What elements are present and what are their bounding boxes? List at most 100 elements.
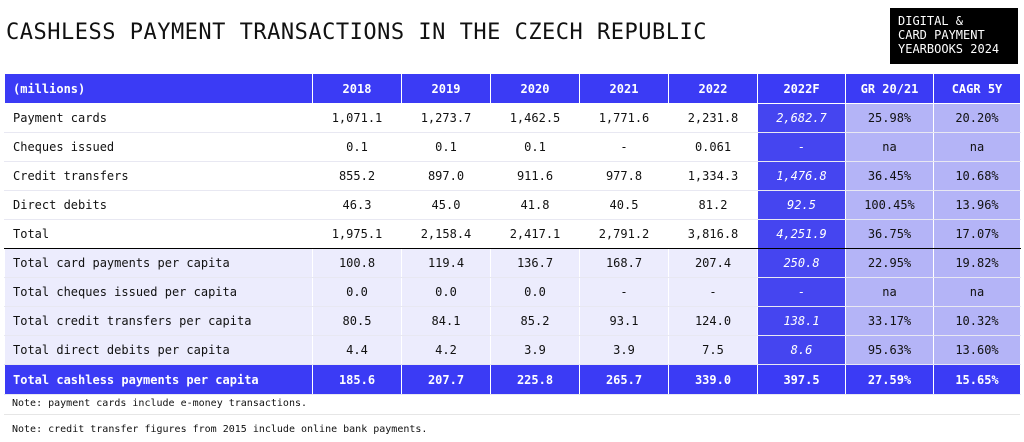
table-cell: 0.0 xyxy=(312,277,402,307)
table-cell: 17.07% xyxy=(933,219,1021,249)
row-label: Total cashless payments per capita xyxy=(4,364,313,395)
table-cell: 13.96% xyxy=(933,190,1021,220)
table-cell: 95.63% xyxy=(845,335,934,365)
page-title: CASHLESS PAYMENT TRANSACTIONS IN THE CZE… xyxy=(6,20,708,45)
table-cell: 397.5 xyxy=(757,364,846,395)
table-cell: 10.68% xyxy=(933,161,1021,191)
table-cell: 0.1 xyxy=(490,132,580,162)
table-cell: 124.0 xyxy=(668,306,758,336)
table-cell: 250.8 xyxy=(757,248,846,278)
table-cell: 3.9 xyxy=(579,335,669,365)
table-row: Credit transfers 855.2 897.0 911.6 977.8 1,33… xyxy=(4,161,1021,191)
table-cell: - xyxy=(757,132,846,162)
row-label: Total direct debits per capita xyxy=(4,335,313,365)
table-row: Total cashless payments per capita 185.6 2… xyxy=(4,364,1021,395)
table-cell: na xyxy=(845,132,934,162)
table-cell: 0.1 xyxy=(401,132,491,162)
header-gr: GR 20/21 xyxy=(845,73,934,104)
table-row: Total direct debits per capita 4.4 4.2 3.9 3… xyxy=(4,335,1021,365)
table-cell: 855.2 xyxy=(312,161,402,191)
transactions-table: (millions) 2018 2019 2020 2021 2022 2022… xyxy=(4,73,1021,395)
table-cell: - xyxy=(757,277,846,307)
table-cell: 911.6 xyxy=(490,161,580,191)
divider xyxy=(4,414,1020,415)
table-cell: 3,816.8 xyxy=(668,219,758,249)
header-2021: 2021 xyxy=(579,73,669,104)
table-cell: 136.7 xyxy=(490,248,580,278)
row-label: Total card payments per capita xyxy=(4,248,313,278)
table-cell: 1,462.5 xyxy=(490,103,580,133)
table-cell: 1,273.7 xyxy=(401,103,491,133)
table-cell: 2,417.1 xyxy=(490,219,580,249)
table-cell: 1,334.3 xyxy=(668,161,758,191)
table-cell: 4.4 xyxy=(312,335,402,365)
table-cell: na xyxy=(933,277,1021,307)
table-cell: 25.98% xyxy=(845,103,934,133)
table-cell: 4,251.9 xyxy=(757,219,846,249)
header-2018: 2018 xyxy=(312,73,402,104)
table-cell: 339.0 xyxy=(668,364,758,395)
table-cell: 0.0 xyxy=(401,277,491,307)
table-cell: 85.2 xyxy=(490,306,580,336)
table-cell: 225.8 xyxy=(490,364,580,395)
table-cell: 27.59% xyxy=(845,364,934,395)
table-cell: 13.60% xyxy=(933,335,1021,365)
table-cell: 100.45% xyxy=(845,190,934,220)
table-row: Payment cards 1,071.1 1,273.7 1,462.5 1,771.… xyxy=(4,103,1021,133)
header-2022: 2022 xyxy=(668,73,758,104)
table-cell: 15.65% xyxy=(933,364,1021,395)
row-label: Direct debits xyxy=(4,190,313,220)
table-cell: na xyxy=(845,277,934,307)
table-cell: 1,771.6 xyxy=(579,103,669,133)
table-cell: 4.2 xyxy=(401,335,491,365)
note-credit-transfers: Note: credit transfer figures from 2015 … xyxy=(12,424,428,435)
table-cell: 0.1 xyxy=(312,132,402,162)
table-cell: 81.2 xyxy=(668,190,758,220)
table-cell: 185.6 xyxy=(312,364,402,395)
table-cell: 3.9 xyxy=(490,335,580,365)
table-cell: 10.32% xyxy=(933,306,1021,336)
table-cell: 7.5 xyxy=(668,335,758,365)
table-cell: 0.061 xyxy=(668,132,758,162)
table-cell: - xyxy=(579,132,669,162)
row-label: Payment cards xyxy=(4,103,313,133)
header-row: (millions) 2018 2019 2020 2021 2022 2022… xyxy=(4,73,1021,104)
table-row: Cheques issued 0.1 0.1 0.1-0.061- na na xyxy=(4,132,1021,162)
header-2019: 2019 xyxy=(401,73,491,104)
table-cell: 0.0 xyxy=(490,277,580,307)
table-cell: 45.0 xyxy=(401,190,491,220)
table-cell: 92.5 xyxy=(757,190,846,220)
table-cell: - xyxy=(668,277,758,307)
header-2020: 2020 xyxy=(490,73,580,104)
note-ecards: Note: payment cards include e-money tran… xyxy=(12,398,308,409)
table-cell: 2,231.8 xyxy=(668,103,758,133)
table-cell: 36.75% xyxy=(845,219,934,249)
table-cell: 93.1 xyxy=(579,306,669,336)
table-cell: na xyxy=(933,132,1021,162)
table-row: Total credit transfers per capita 80.5 84.… xyxy=(4,306,1021,336)
header-cagr: CAGR 5Y xyxy=(933,73,1021,104)
row-label: Cheques issued xyxy=(4,132,313,162)
table-cell: 2,682.7 xyxy=(757,103,846,133)
table-cell: 80.5 xyxy=(312,306,402,336)
table-cell: 20.20% xyxy=(933,103,1021,133)
table-cell: 265.7 xyxy=(579,364,669,395)
table-row: Direct debits 46.3 45.0 41.8 40.5 81.2 92.5 100… xyxy=(4,190,1021,220)
table-cell: 40.5 xyxy=(579,190,669,220)
table-cell: 119.4 xyxy=(401,248,491,278)
table-cell: 168.7 xyxy=(579,248,669,278)
table-cell: 22.95% xyxy=(845,248,934,278)
yearbook-logo: DIGITAL & CARD PAYMENT YEARBOOKS 2024 xyxy=(890,8,1018,64)
row-label: Total xyxy=(4,219,313,249)
table-row: Total 1,975.1 2,158.4 2,417.1 2,791.2 3,816.8… xyxy=(4,219,1021,249)
table-cell: 2,791.2 xyxy=(579,219,669,249)
table-cell: 84.1 xyxy=(401,306,491,336)
table-cell: 1,975.1 xyxy=(312,219,402,249)
table-cell: 8.6 xyxy=(757,335,846,365)
table-cell: 36.45% xyxy=(845,161,934,191)
table-cell: 897.0 xyxy=(401,161,491,191)
table-cell: 207.7 xyxy=(401,364,491,395)
table-cell: 1,476.8 xyxy=(757,161,846,191)
row-label: Credit transfers xyxy=(4,161,313,191)
logo-line: CARD PAYMENT xyxy=(898,28,985,42)
